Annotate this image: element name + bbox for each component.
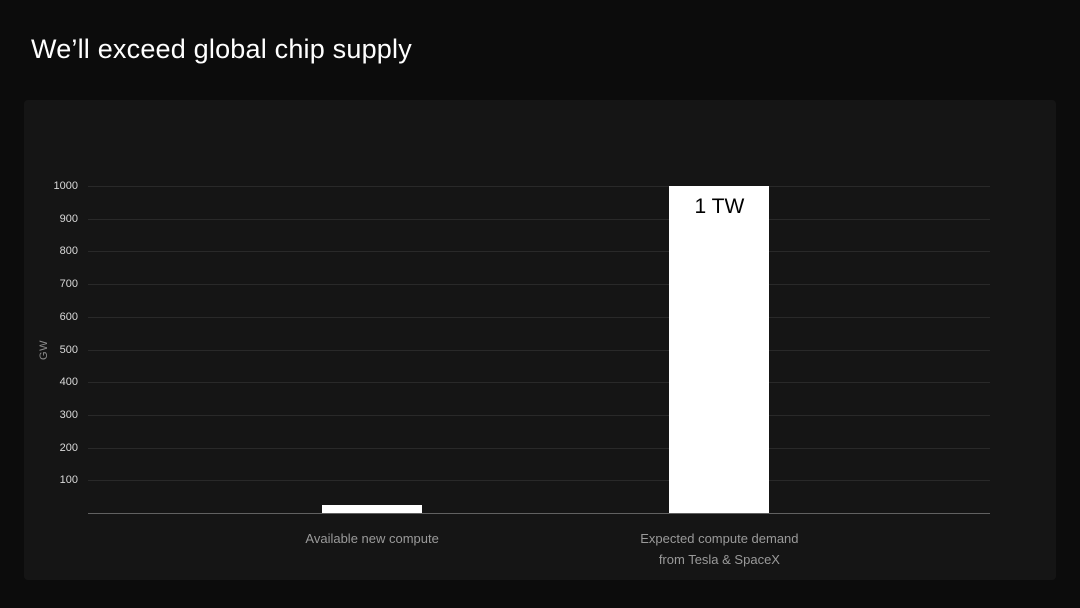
bar-chart-plot-area: GW 100 200 300 400 500 600 700 800 900 1000 Availa… [38,180,990,567]
page-title: We’ll exceed global chip supply [31,34,412,64]
gridline-700 [88,284,990,286]
x-axis-line [88,513,990,514]
y-tick-label-700: 700 [59,278,78,291]
bar-1: 1 TW [669,186,770,513]
y-tick-label-600: 600 [59,310,78,323]
x-category-label-0: Available new compute [305,531,439,546]
bar-0 [322,504,423,513]
gridline-400 [88,382,990,384]
y-tick-label-300: 300 [59,408,78,421]
gridline-1000 [88,186,990,187]
bar-value-label: 1 TW [694,195,745,218]
x-category-label-1: Expected compute demand from Tesla & Spa… [640,531,799,567]
y-tick-label-500: 500 [59,343,78,356]
y-axis-label: GW [38,339,50,360]
y-tick-label-1000: 1000 [53,180,78,192]
gridline-200 [88,447,990,449]
y-tick-label-400: 400 [59,376,78,389]
chart-panel: GW 100 200 300 400 500 600 700 800 900 1000 Availa… [24,100,1056,580]
y-tick-label-800: 800 [59,245,78,258]
y-tick-label-900: 900 [59,212,78,225]
gridline-300 [88,414,990,416]
gridline-800 [88,251,990,253]
y-tick-label-100: 100 [59,474,78,487]
gridline-600 [88,316,990,318]
gridline-500 [88,349,990,351]
gridline-900 [88,218,990,220]
y-tick-label-200: 200 [59,441,78,454]
gridline-100 [88,480,990,482]
